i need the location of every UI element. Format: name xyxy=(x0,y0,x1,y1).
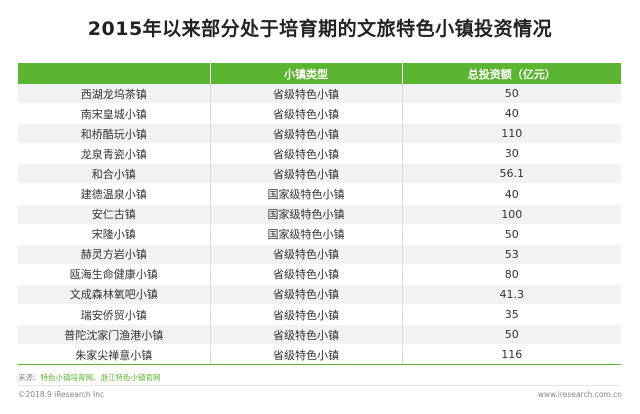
cell-town-name: 和合小镇 xyxy=(18,163,211,185)
cell-town-name: 朱家尖禅意小镇 xyxy=(18,344,211,366)
table-row: 建德温泉小镇 国家级特色小镇 40 xyxy=(18,183,621,205)
page-title: 2015年以来部分处于培育期的文旅特色小镇投资情况 xyxy=(87,18,553,40)
cell-investment: 50 xyxy=(402,324,621,346)
cell-town-type: 省级特色小镇 xyxy=(210,163,403,185)
cell-town-type: 国家级特色小镇 xyxy=(210,183,403,205)
table-row: 文成森林氧吧小镇 省级特色小镇 41.3 xyxy=(18,284,621,306)
cell-town-type: 国家级特色小镇 xyxy=(210,224,403,245)
cell-town-name: 普陀沈家门渔港小镇 xyxy=(18,324,211,346)
cell-town-type: 省级特色小镇 xyxy=(210,324,403,346)
cell-town-name: 西湖龙坞茶镇 xyxy=(18,84,211,105)
cell-town-name: 宋隆小镇 xyxy=(18,224,211,245)
cell-investment: 56.1 xyxy=(402,163,621,185)
footer-divider xyxy=(18,385,621,386)
cell-town-name: 建德温泉小镇 xyxy=(18,183,211,205)
cell-town-type: 省级特色小镇 xyxy=(210,123,403,145)
cell-town-type: 省级特色小镇 xyxy=(210,284,403,306)
table-row: 西湖龙坞茶镇 省级特色小镇 50 xyxy=(18,84,621,105)
cell-town-name: 安仁古镇 xyxy=(18,204,211,225)
cell-investment: 110 xyxy=(402,123,621,145)
cell-town-type: 省级特色小镇 xyxy=(210,304,403,326)
cell-investment: 35 xyxy=(402,304,621,326)
table-row: 赫灵方岩小镇 省级特色小镇 53 xyxy=(18,244,621,265)
cell-town-name: 南宋皇城小镇 xyxy=(18,103,211,125)
cell-town-type: 省级特色小镇 xyxy=(210,103,403,125)
table-row: 南宋皇城小镇 省级特色小镇 40 xyxy=(18,103,621,125)
cell-town-name: 文成森林氧吧小镇 xyxy=(18,284,211,306)
table-body: 西湖龙坞茶镇 省级特色小镇 50 南宋皇城小镇 省级特色小镇 40 和桥酷玩小镇 省级特色小镇… xyxy=(18,84,621,366)
header-name xyxy=(18,63,211,84)
cell-town-type: 国家级特色小镇 xyxy=(210,204,403,225)
cell-investment: 100 xyxy=(402,204,621,225)
cell-town-name: 瑞安侨贸小镇 xyxy=(18,304,211,326)
table-header-row: 小镇类型 总投资额（亿元） xyxy=(18,63,621,84)
table-row: 安仁古镇 国家级特色小镇 100 xyxy=(18,204,621,225)
cell-investment: 41.3 xyxy=(402,284,621,306)
table-row: 普陀沈家门渔港小镇 省级特色小镇 50 xyxy=(18,324,621,346)
cell-investment: 40 xyxy=(402,183,621,205)
cell-town-type: 省级特色小镇 xyxy=(210,344,403,366)
table-row: 龙泉青瓷小镇 省级特色小镇 30 xyxy=(18,143,621,165)
cell-town-name: 和桥酷玩小镇 xyxy=(18,123,211,145)
cell-town-name: 赫灵方岩小镇 xyxy=(18,244,211,265)
table-row: 宋隆小镇 国家级特色小镇 50 xyxy=(18,224,621,245)
table-row: 和桥酷玩小镇 省级特色小镇 110 xyxy=(18,123,621,145)
table-row: 瓯海生命健康小镇 省级特色小镇 80 xyxy=(18,264,621,285)
cell-town-type: 省级特色小镇 xyxy=(210,84,403,105)
cell-town-type: 省级特色小镇 xyxy=(210,244,403,265)
table-row: 朱家尖禅意小镇 省级特色小镇 116 xyxy=(18,344,621,366)
cell-investment: 53 xyxy=(402,244,621,265)
cell-town-type: 省级特色小镇 xyxy=(210,143,403,165)
header-type: 小镇类型 xyxy=(210,63,403,84)
cell-investment: 80 xyxy=(402,264,621,285)
header-investment: 总投资额（亿元） xyxy=(402,63,621,84)
investment-table: 小镇类型 总投资额（亿元） 西湖龙坞茶镇 省级特色小镇 50 南宋皇城小镇 省级特色小镇… xyxy=(18,63,621,366)
cell-town-type: 省级特色小镇 xyxy=(210,264,403,285)
cell-investment: 40 xyxy=(402,103,621,125)
table-row: 瑞安侨贸小镇 省级特色小镇 35 xyxy=(18,304,621,326)
cell-investment: 116 xyxy=(402,344,621,366)
cell-town-name: 龙泉青瓷小镇 xyxy=(18,143,211,165)
source-note: 来源：特色小镇培育网、浙江特色小镇官网 xyxy=(18,372,161,383)
cell-investment: 30 xyxy=(402,143,621,165)
source-label: 来源： xyxy=(18,373,41,382)
cell-town-name: 瓯海生命健康小镇 xyxy=(18,264,211,285)
source-text: 特色小镇培育网、浙江特色小镇官网 xyxy=(40,373,161,382)
cell-investment: 50 xyxy=(402,224,621,245)
copyright: ©2018.9 iResearch Inc xyxy=(18,390,105,399)
website-link[interactable]: www.iresearch.com.cn xyxy=(537,390,622,399)
cell-investment: 50 xyxy=(402,84,621,105)
table-row: 和合小镇 省级特色小镇 56.1 xyxy=(18,163,621,185)
